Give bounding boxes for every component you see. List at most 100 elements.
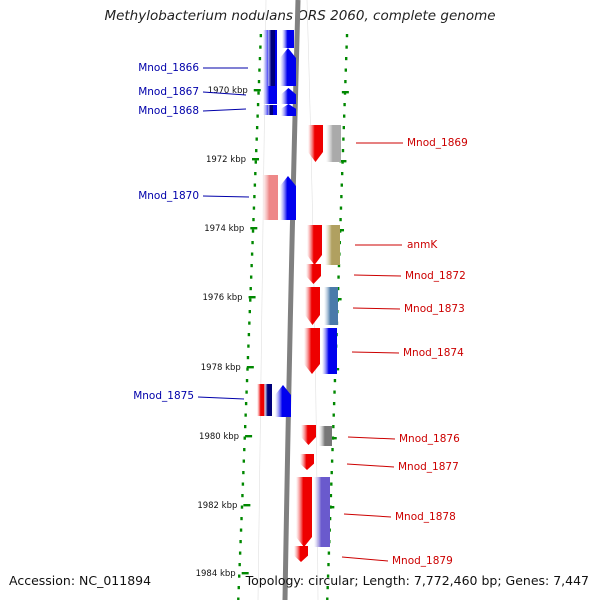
scale-tick-mark <box>250 227 258 230</box>
track-dot <box>256 114 259 118</box>
gene-mnod-1879-arrow <box>294 546 308 562</box>
track-dot <box>238 551 242 555</box>
gene-leader-line <box>346 463 395 468</box>
gene-label: Mnod_1874 <box>403 347 464 359</box>
scale-tick-mark-right <box>327 506 335 509</box>
track-dot <box>249 298 252 302</box>
gene-leader-line <box>202 91 247 96</box>
gene-leader-line <box>352 307 401 310</box>
track-dot <box>332 402 336 406</box>
gene-mnod-1866-inner <box>268 30 275 86</box>
track-dot <box>239 528 243 532</box>
track-dot <box>337 264 341 268</box>
gene-label: Mnod_1869 <box>407 137 468 149</box>
scale-tick-label: 1982 kbp <box>197 501 237 511</box>
scale-tick-mark <box>253 89 261 92</box>
gene-label: Mnod_1866 <box>138 62 199 74</box>
scale-tick-label: 1978 kbp <box>201 363 241 373</box>
track-dot <box>258 57 262 61</box>
scale-tick-label: 1980 kbp <box>199 432 239 442</box>
gene-mnod-1869-box <box>326 125 341 162</box>
gene-mnod-1873-arrow <box>305 287 320 325</box>
track-dot <box>252 218 255 222</box>
track-dot <box>345 34 349 38</box>
track-dot <box>252 206 256 210</box>
scale-tick-mark <box>241 572 249 575</box>
gene-mnod-1872-arrow <box>306 264 321 284</box>
gene-mnod-1868-inner <box>268 105 273 115</box>
track-dot <box>340 195 343 199</box>
track-dot <box>328 517 332 521</box>
gene-label: Mnod_1877 <box>398 461 459 473</box>
track-dot <box>342 114 346 118</box>
track-dot <box>344 68 348 72</box>
track-dot <box>247 333 251 337</box>
track-dot <box>332 425 335 429</box>
track-dot <box>339 206 343 210</box>
track-dot <box>244 413 247 417</box>
track-dot <box>250 264 253 268</box>
topology-text: Topology: circular; Length: 7,772,460 bp… <box>245 573 589 588</box>
gene-label: Mnod_1868 <box>138 105 199 117</box>
track-dot <box>240 505 244 509</box>
gene-mnod-1874-box <box>322 328 337 374</box>
scale-tick-mark-right <box>337 229 345 232</box>
track-dot <box>333 390 336 394</box>
gene-label: Mnod_1872 <box>405 270 466 282</box>
track-dot <box>240 517 243 521</box>
gene-mnod-1876-arrow <box>301 425 316 445</box>
track-dot <box>249 275 253 279</box>
track-dot <box>256 103 260 107</box>
track-dot <box>244 402 248 406</box>
track-dot <box>250 252 254 256</box>
gene-mnod-1877-arrow <box>300 454 314 470</box>
gene-leader-line <box>202 195 250 198</box>
track-dot <box>241 482 245 486</box>
track-dot <box>343 103 346 107</box>
scale-tick-label: 1974 kbp <box>204 224 244 234</box>
track-dot <box>327 563 330 567</box>
track-dot <box>326 597 329 600</box>
track-dot <box>237 597 240 600</box>
gene-leader-line <box>347 436 396 440</box>
scale-tick-mark <box>243 504 251 507</box>
track-dot <box>329 494 333 498</box>
left-forward-track <box>237 34 263 600</box>
gene-mnod-1866-arrow-top <box>282 30 294 48</box>
track-dot <box>326 574 330 578</box>
track-dot <box>331 448 334 452</box>
gene-label: Mnod_1867 <box>138 86 199 98</box>
track-dot <box>251 241 254 245</box>
track-dot <box>330 459 334 463</box>
track-dot <box>245 390 248 394</box>
track-dot <box>345 57 348 61</box>
gene-mnod-1873-box <box>324 287 338 325</box>
gene-leader-line <box>197 396 245 400</box>
track-dot <box>327 551 331 555</box>
track-dot <box>330 471 333 475</box>
gene-mnod-1878-arrow <box>296 477 312 547</box>
accession-text: Accession: NC_011894 <box>9 573 152 588</box>
track-dot <box>255 137 258 141</box>
gene-anmk-box <box>325 225 340 265</box>
track-dot <box>254 160 257 164</box>
scale-tick-label: 1970 kbp <box>208 86 248 96</box>
gene-mnod-1878-box <box>314 477 330 547</box>
gene-leader-line <box>341 556 389 562</box>
scale-tick-label: 1976 kbp <box>203 293 243 303</box>
track-dot <box>336 287 340 291</box>
track-dot <box>248 310 251 314</box>
gene-leader-line <box>353 274 402 277</box>
track-dot <box>248 321 251 325</box>
scale-tick-label: 1984 kbp <box>196 569 236 579</box>
gene-label: Mnod_1876 <box>399 433 460 445</box>
gene-mnod-1875-navy <box>264 384 272 416</box>
track-dot <box>257 80 261 84</box>
track-dot <box>332 413 335 417</box>
gene-mnod-1875-arrow <box>275 385 291 417</box>
track-dot <box>255 149 258 153</box>
track-dot <box>237 586 240 590</box>
track-dot <box>345 45 348 49</box>
gene-mnod-1870-cds <box>262 175 278 220</box>
